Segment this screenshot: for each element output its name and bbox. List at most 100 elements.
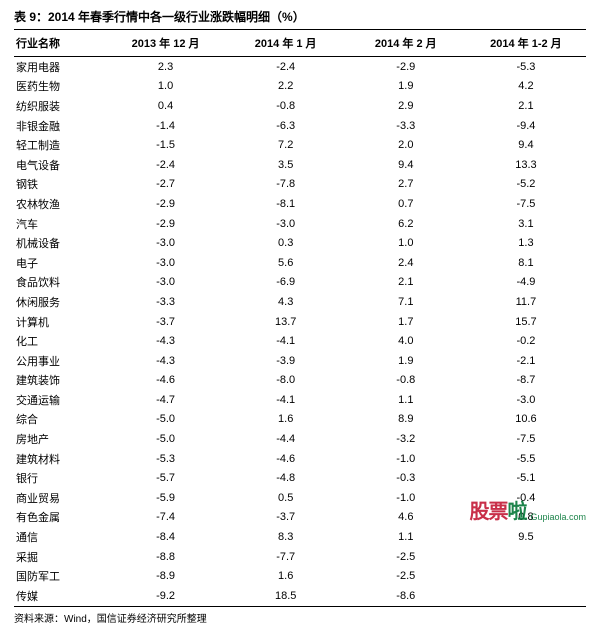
- value-cell: -0.3: [346, 468, 466, 488]
- value-cell: -3.0: [466, 390, 586, 410]
- col-2014-02: 2014 年 2 月: [346, 30, 466, 57]
- value-cell: 13.3: [466, 155, 586, 175]
- table-row: 纺织服装0.4-0.82.92.1: [14, 96, 586, 116]
- value-cell: -4.9: [466, 273, 586, 293]
- value-cell: 1.6: [226, 410, 346, 430]
- value-cell: 8.1: [466, 253, 586, 273]
- industry-name-cell: 家用电器: [14, 57, 106, 77]
- value-cell: 1.9: [346, 351, 466, 371]
- industry-name-cell: 机械设备: [14, 233, 106, 253]
- value-cell: 2.4: [346, 253, 466, 273]
- value-cell: -9.4: [466, 116, 586, 136]
- value-cell: -5.5: [466, 449, 586, 469]
- value-cell: -4.3: [106, 351, 226, 371]
- col-2014-01: 2014 年 1 月: [226, 30, 346, 57]
- value-cell: -8.8: [106, 547, 226, 567]
- value-cell: -8.7: [466, 371, 586, 391]
- industry-name-cell: 建筑材料: [14, 449, 106, 469]
- industry-name-cell: 交通运输: [14, 390, 106, 410]
- value-cell: 11.7: [466, 292, 586, 312]
- value-cell: -4.1: [226, 390, 346, 410]
- value-cell: -5.0: [106, 410, 226, 430]
- value-cell: -2.4: [106, 155, 226, 175]
- value-cell: -4.6: [226, 449, 346, 469]
- value-cell: -9.2: [106, 586, 226, 606]
- value-cell: -3.3: [106, 292, 226, 312]
- value-cell: 0.5: [226, 488, 346, 508]
- value-cell: 9.5: [466, 527, 586, 547]
- value-cell: -3.7: [226, 508, 346, 528]
- value-cell: -5.0: [106, 429, 226, 449]
- table-row: 非银金融-1.4-6.3-3.3-9.4: [14, 116, 586, 136]
- industry-name-cell: 国防军工: [14, 566, 106, 586]
- value-cell: 1.0: [346, 233, 466, 253]
- table-row: 电子-3.05.62.48.1: [14, 253, 586, 273]
- value-cell: -3.0: [106, 253, 226, 273]
- value-cell: 0.3: [226, 233, 346, 253]
- value-cell: -7.7: [226, 547, 346, 567]
- value-cell: 0.7: [346, 194, 466, 214]
- value-cell: 1.1: [346, 390, 466, 410]
- table-row: 银行-5.7-4.8-0.3-5.1: [14, 468, 586, 488]
- table-row: 化工-4.3-4.14.0-0.2: [14, 331, 586, 351]
- industry-name-cell: 传媒: [14, 586, 106, 606]
- value-cell: -1.0: [346, 488, 466, 508]
- value-cell: 3.5: [226, 155, 346, 175]
- value-cell: -0.2: [466, 331, 586, 351]
- value-cell: 1.0: [106, 77, 226, 97]
- value-cell: -3.2: [346, 429, 466, 449]
- value-cell: 1.9: [346, 77, 466, 97]
- industry-name-cell: 食品饮料: [14, 273, 106, 293]
- value-cell: -5.3: [106, 449, 226, 469]
- value-cell: 8.9: [346, 410, 466, 430]
- table-title: 表 9：2014 年春季行情中各一级行业涨跌幅明细（%）: [14, 8, 586, 25]
- table-row: 建筑装饰-4.6-8.0-0.8-8.7: [14, 371, 586, 391]
- industry-name-cell: 建筑装饰: [14, 371, 106, 391]
- value-cell: 2.2: [226, 77, 346, 97]
- value-cell: -3.7: [106, 312, 226, 332]
- value-cell: 15.7: [466, 312, 586, 332]
- value-cell: 7.1: [346, 292, 466, 312]
- value-cell: 7.2: [226, 135, 346, 155]
- table-row: 采掘-8.8-7.7-2.5: [14, 547, 586, 567]
- value-cell: -4.4: [226, 429, 346, 449]
- industry-name-cell: 通信: [14, 527, 106, 547]
- value-cell: -2.5: [346, 566, 466, 586]
- industry-name-cell: 钢铁: [14, 175, 106, 195]
- value-cell: -0.8: [226, 96, 346, 116]
- value-cell: -4.8: [226, 468, 346, 488]
- table-row: 机械设备-3.00.31.01.3: [14, 233, 586, 253]
- watermark-text-red: 股票: [469, 495, 507, 524]
- value-cell: -2.5: [346, 547, 466, 567]
- value-cell: -8.9: [106, 566, 226, 586]
- value-cell: 2.7: [346, 175, 466, 195]
- industry-name-cell: 综合: [14, 410, 106, 430]
- industry-name-cell: 银行: [14, 468, 106, 488]
- value-cell: 6.2: [346, 214, 466, 234]
- value-cell: -2.4: [226, 57, 346, 77]
- industry-name-cell: 非银金融: [14, 116, 106, 136]
- table-row: 汽车-2.9-3.06.23.1: [14, 214, 586, 234]
- value-cell: -3.9: [226, 351, 346, 371]
- col-2014-01-02: 2014 年 1-2 月: [466, 30, 586, 57]
- table-row: 农林牧渔-2.9-8.10.7-7.5: [14, 194, 586, 214]
- value-cell: 2.0: [346, 135, 466, 155]
- value-cell: -3.0: [106, 273, 226, 293]
- table-row: 休闲服务-3.34.37.111.7: [14, 292, 586, 312]
- table-row: 建筑材料-5.3-4.6-1.0-5.5: [14, 449, 586, 469]
- industry-name-cell: 电气设备: [14, 155, 106, 175]
- value-cell: -7.8: [226, 175, 346, 195]
- value-cell: 2.1: [466, 96, 586, 116]
- value-cell: 5.6: [226, 253, 346, 273]
- value-cell: -2.7: [106, 175, 226, 195]
- value-cell: -2.9: [106, 214, 226, 234]
- value-cell: -5.7: [106, 468, 226, 488]
- value-cell: -2.9: [346, 57, 466, 77]
- value-cell: 1.1: [346, 527, 466, 547]
- value-cell: -4.6: [106, 371, 226, 391]
- table-row: 计算机-3.713.71.715.7: [14, 312, 586, 332]
- watermark: 股票 啦 Gupiaola.com: [469, 495, 586, 524]
- value-cell: [466, 547, 586, 567]
- table-row: 房地产-5.0-4.4-3.2-7.5: [14, 429, 586, 449]
- col-industry: 行业名称: [14, 30, 106, 57]
